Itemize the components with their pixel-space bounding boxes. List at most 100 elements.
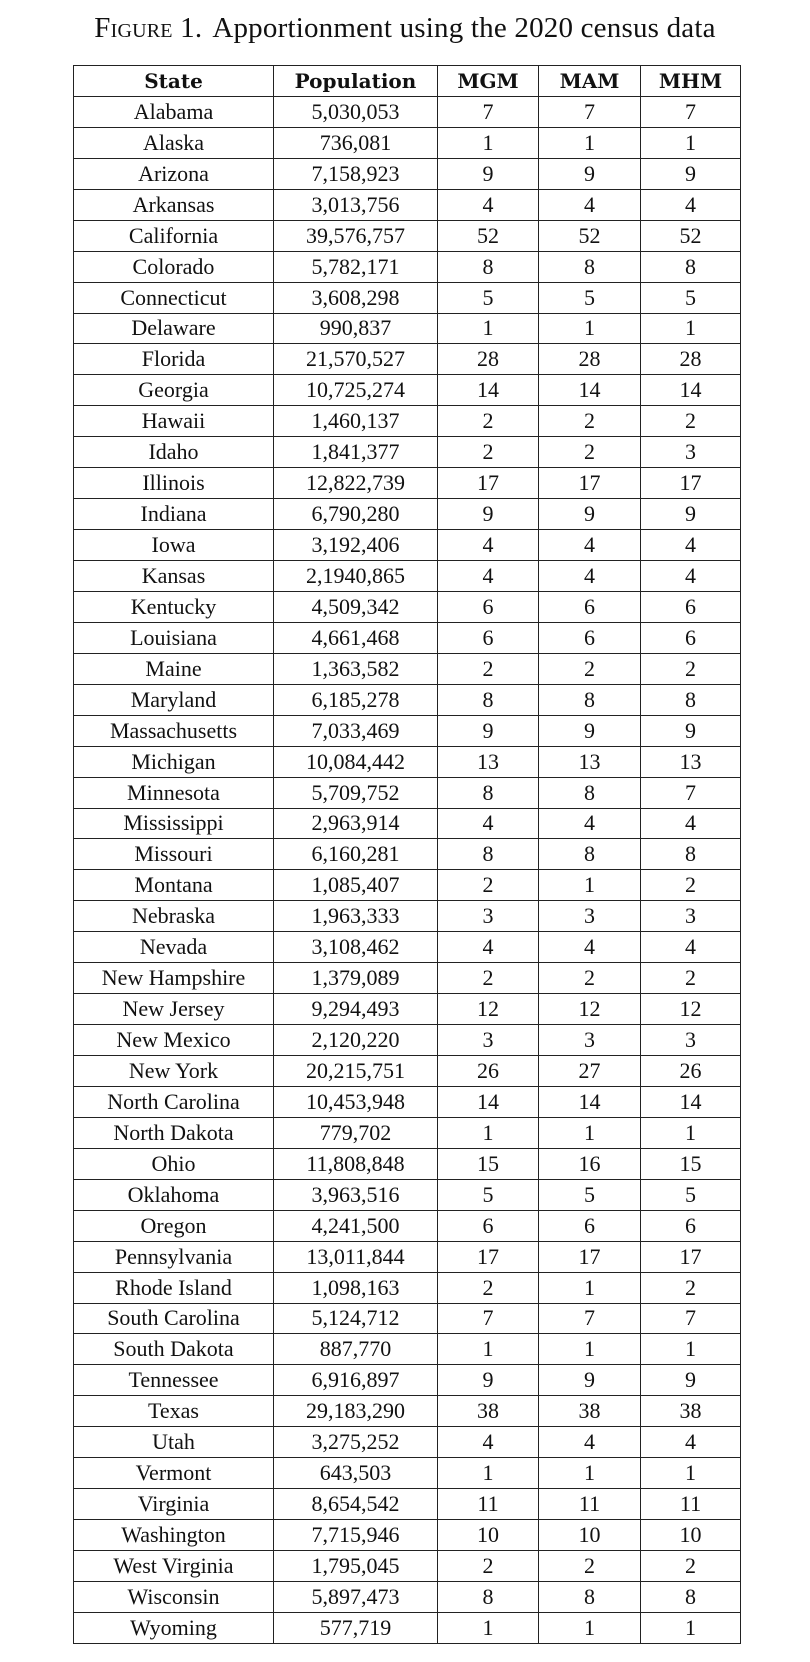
cell-state: South Carolina	[73, 1302, 274, 1335]
table-row: North Carolina 10,453,948 14 14 14	[73, 1085, 741, 1118]
cell-state: Michigan	[73, 745, 274, 778]
cell-mam: 9	[538, 498, 641, 531]
cell-mam: 8	[538, 250, 641, 283]
cell-mhm: 4	[640, 931, 741, 964]
cell-population: 779,702	[273, 1116, 438, 1149]
cell-state: Illinois	[73, 467, 274, 500]
cell-state: Wisconsin	[73, 1580, 274, 1613]
cell-population: 3,192,406	[273, 529, 438, 561]
cell-population: 7,158,923	[273, 157, 438, 190]
cell-mgm: 4	[437, 807, 539, 840]
cell-mhm: 4	[640, 560, 741, 592]
cell-state: Maine	[73, 652, 274, 685]
cell-mam: 4	[538, 1426, 641, 1459]
cell-mgm: 8	[437, 683, 539, 716]
cell-mam: 6	[538, 590, 641, 623]
cell-mgm: 9	[437, 714, 539, 747]
figure-caption: Figure 1. Apportionment using the 2020 ce…	[0, 12, 810, 45]
cell-state: Tennessee	[73, 1364, 274, 1397]
cell-state: Oregon	[73, 1209, 274, 1242]
cell-state: New Hampshire	[73, 962, 274, 995]
cell-state: Alabama	[73, 95, 274, 128]
figure-label: Figure 1.	[94, 12, 203, 44]
cell-population: 1,363,582	[273, 652, 438, 685]
table-row: Michigan 10,084,442 13 13 13	[73, 745, 741, 778]
cell-population: 3,963,516	[273, 1178, 438, 1211]
cell-mam: 12	[538, 993, 641, 1026]
table-row: Wisconsin 5,897,473 8 8 8	[73, 1580, 741, 1613]
cell-mhm: 8	[640, 1580, 741, 1613]
cell-mgm: 2	[437, 1271, 539, 1304]
cell-population: 5,709,752	[273, 776, 438, 809]
cell-mgm: 3	[437, 900, 539, 933]
cell-mhm: 17	[640, 467, 741, 500]
header-mgm: MGM	[437, 65, 539, 97]
table-row: Oregon 4,241,500 6 6 6	[73, 1209, 741, 1242]
cell-mhm: 7	[640, 95, 741, 128]
cell-mhm: 4	[640, 188, 741, 221]
cell-mgm: 14	[437, 374, 539, 407]
cell-state: Hawaii	[73, 405, 274, 438]
cell-mam: 1	[538, 1333, 641, 1366]
cell-mgm: 2	[437, 652, 539, 685]
cell-mam: 17	[538, 467, 641, 500]
table-header-row: State Population MGM MAM MHM	[73, 65, 741, 97]
cell-mam: 8	[538, 838, 641, 871]
cell-mhm: 5	[640, 281, 741, 314]
cell-state: New Jersey	[73, 993, 274, 1026]
cell-mhm: 1	[640, 126, 741, 159]
cell-mhm: 2	[640, 869, 741, 902]
cell-mam: 1	[538, 1271, 641, 1304]
cell-population: 4,509,342	[273, 590, 438, 623]
cell-mam: 2	[538, 405, 641, 438]
cell-population: 990,837	[273, 312, 438, 345]
cell-mam: 2	[538, 436, 641, 469]
cell-mhm: 15	[640, 1147, 741, 1180]
cell-state: Oklahoma	[73, 1178, 274, 1211]
table-row: Connecticut 3,608,298 5 5 5	[73, 281, 741, 314]
cell-state: Virginia	[73, 1488, 274, 1521]
cell-mhm: 12	[640, 993, 741, 1026]
cell-mam: 14	[538, 374, 641, 407]
cell-mhm: 1	[640, 1116, 741, 1149]
cell-population: 9,294,493	[273, 993, 438, 1026]
cell-mam: 4	[538, 560, 641, 592]
cell-population: 2,963,914	[273, 807, 438, 840]
table-body: Alabama 5,030,053 7 7 7 Alaska 736,081 1 1 1 Arizo…	[73, 95, 741, 1644]
table-row: Arkansas 3,013,756 4 4 4	[73, 188, 741, 221]
cell-mam: 38	[538, 1395, 641, 1428]
cell-mgm: 6	[437, 1209, 539, 1242]
table-row: Hawaii 1,460,137 2 2 2	[73, 405, 741, 438]
table-row: Rhode Island 1,098,163 2 1 2	[73, 1271, 741, 1304]
cell-mam: 7	[538, 95, 641, 128]
cell-mgm: 2	[437, 436, 539, 469]
cell-population: 7,715,946	[273, 1519, 438, 1551]
cell-mam: 5	[538, 1178, 641, 1211]
table-row: Mississippi 2,963,914 4 4 4	[73, 807, 741, 840]
cell-mhm: 26	[640, 1055, 741, 1087]
cell-mhm: 28	[640, 343, 741, 376]
cell-mhm: 3	[640, 1024, 741, 1056]
cell-state: Washington	[73, 1519, 274, 1551]
table-row: Missouri 6,160,281 8 8 8	[73, 838, 741, 871]
cell-state: Texas	[73, 1395, 274, 1428]
cell-mam: 3	[538, 1024, 641, 1056]
cell-state: New York	[73, 1055, 274, 1087]
cell-population: 21,570,527	[273, 343, 438, 376]
cell-state: Nebraska	[73, 900, 274, 933]
cell-population: 6,790,280	[273, 498, 438, 531]
apportionment-table-container: State Population MGM MAM MHM Alabama 5,03…	[73, 65, 741, 1644]
table-row: Pennsylvania 13,011,844 17 17 17	[73, 1240, 741, 1273]
cell-mam: 3	[538, 900, 641, 933]
cell-mgm: 17	[437, 1240, 539, 1273]
cell-mhm: 7	[640, 776, 741, 809]
cell-mam: 17	[538, 1240, 641, 1273]
cell-state: Rhode Island	[73, 1271, 274, 1304]
cell-mam: 2	[538, 652, 641, 685]
cell-population: 6,185,278	[273, 683, 438, 716]
cell-state: Arkansas	[73, 188, 274, 221]
cell-population: 643,503	[273, 1457, 438, 1490]
cell-mgm: 2	[437, 1550, 539, 1582]
cell-population: 4,241,500	[273, 1209, 438, 1242]
table-row: Nevada 3,108,462 4 4 4	[73, 931, 741, 964]
